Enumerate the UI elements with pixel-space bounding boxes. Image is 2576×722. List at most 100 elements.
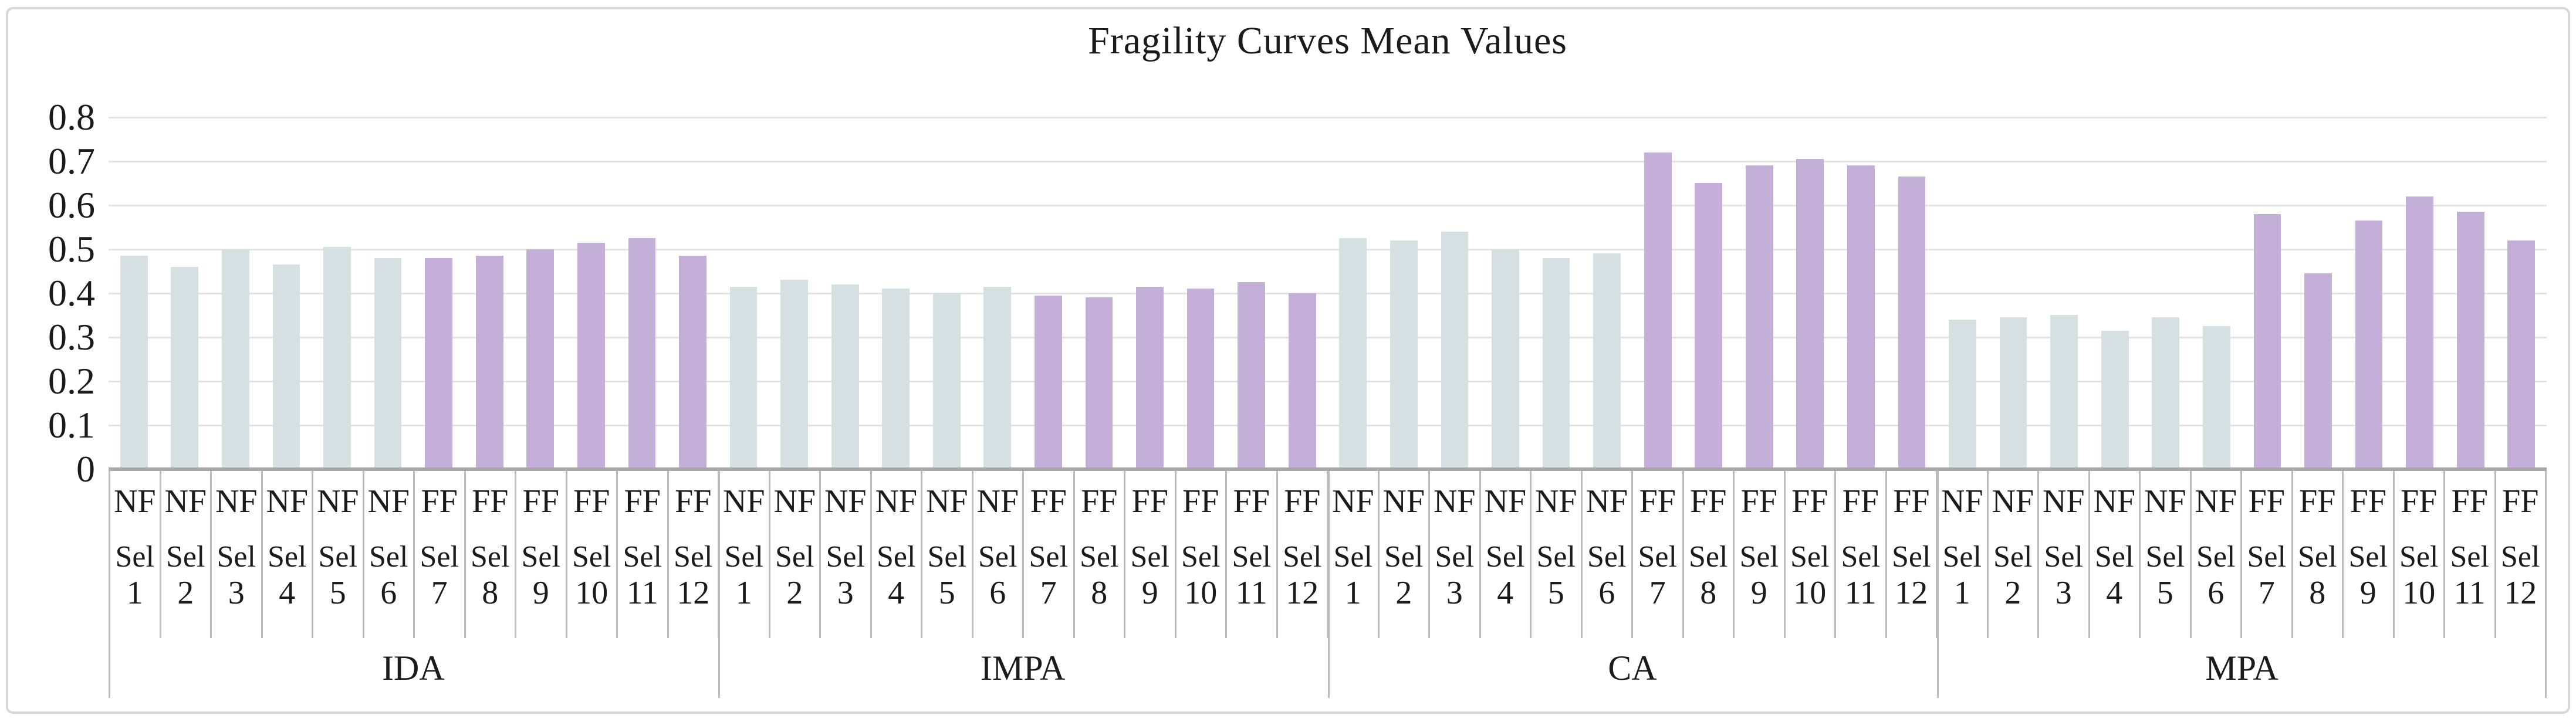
sel-number-label: 3 xyxy=(1446,575,1463,611)
category-cell: NF Sel 3 xyxy=(2039,471,2090,638)
group-boundary-line xyxy=(109,471,110,698)
bar-IMPA-NF-sel-5 xyxy=(932,293,961,469)
bar-IDA-FF-sel-12 xyxy=(679,256,706,469)
field-type-label: FF xyxy=(2451,483,2488,520)
bar-MPA-FF-sel-8 xyxy=(2304,273,2332,469)
sel-label: Sel xyxy=(1587,540,1627,574)
sel-number-label: 4 xyxy=(888,575,905,611)
category-cell: NF Sel 6 xyxy=(2192,471,2242,638)
bar-MPA-NF-sel-3 xyxy=(2050,315,2078,469)
sel-number-label: 6 xyxy=(989,575,1006,611)
sel-label: Sel xyxy=(1435,540,1474,574)
sel-number-label: 8 xyxy=(1700,575,1717,611)
bar-IDA-FF-sel-8 xyxy=(475,256,503,469)
sel-number-label: 9 xyxy=(2359,575,2376,611)
bar-CA-FF-sel-9 xyxy=(1745,165,1773,469)
sel-number-label: 5 xyxy=(2156,575,2173,611)
category-cell: FF Sel 8 xyxy=(1684,471,1735,638)
bar-CA-NF-sel-4 xyxy=(1492,249,1519,469)
sel-label: Sel xyxy=(978,540,1017,574)
sel-number-label: 7 xyxy=(431,575,448,611)
bar-slot xyxy=(261,117,312,469)
field-type-label: NF xyxy=(1586,483,1628,520)
category-cell: FF Sel 9 xyxy=(1125,471,1177,638)
sel-label: Sel xyxy=(1130,540,1169,574)
sel-number-label: 10 xyxy=(1184,575,1218,611)
sel-label: Sel xyxy=(2450,540,2489,574)
y-tick-label: 0.8 xyxy=(48,96,95,138)
sel-label: Sel xyxy=(1283,540,1322,574)
bar-IMPA-FF-sel-11 xyxy=(1238,282,1266,469)
bar-MPA-NF-sel-6 xyxy=(2202,326,2230,469)
bar-slot xyxy=(312,117,363,469)
bar-IDA-NF-sel-2 xyxy=(171,267,199,469)
category-cell: FF Sel 10 xyxy=(2395,471,2445,638)
sel-label: Sel xyxy=(2298,540,2337,574)
group-boundary-line xyxy=(1328,471,1330,698)
sel-number-label: 8 xyxy=(1091,575,1108,611)
sel-label: Sel xyxy=(2044,540,2083,574)
field-type-label: FF xyxy=(1740,483,1777,520)
group-label-IMPA: IMPA xyxy=(980,649,1066,687)
field-type-label: NF xyxy=(1433,483,1476,520)
x-axis-line xyxy=(109,467,2547,471)
bar-slot xyxy=(2344,117,2395,469)
sel-number-label: 11 xyxy=(1844,575,1877,611)
category-cell: FF Sel 11 xyxy=(2445,471,2496,638)
sel-number-label: 12 xyxy=(2504,575,2537,611)
sel-number-label: 1 xyxy=(1953,575,1970,611)
gridline xyxy=(109,293,2547,294)
gridline xyxy=(109,161,2547,162)
sel-label: Sel xyxy=(2196,540,2236,574)
sel-number-label: 12 xyxy=(1286,575,1319,611)
bar-IMPA-FF-sel-9 xyxy=(1136,287,1164,469)
category-cell: FF Sel 11 xyxy=(618,471,669,638)
category-cell: NF Sel 3 xyxy=(821,471,872,638)
field-type-label: FF xyxy=(573,483,610,520)
category-axis: NF Sel 1 NF Sel 2 NF Sel 3 NF Sel 4 NF Sel 5 NF Sel 6 FF Se… xyxy=(109,471,2547,638)
plot-area xyxy=(109,117,2547,469)
field-type-label: NF xyxy=(1382,483,1425,520)
sel-number-label: 3 xyxy=(228,575,245,611)
field-type-label: NF xyxy=(1331,483,1374,520)
field-type-label: NF xyxy=(2195,483,2237,520)
field-type-label: NF xyxy=(1534,483,1577,520)
bar-slot xyxy=(2293,117,2344,469)
field-type-label: NF xyxy=(773,483,816,520)
bar-slot xyxy=(1277,117,1328,469)
field-type-label: NF xyxy=(113,483,156,520)
sel-number-label: 5 xyxy=(1547,575,1564,611)
bar-MPA-FF-sel-9 xyxy=(2355,221,2383,469)
sel-label: Sel xyxy=(521,540,560,574)
bar-slot xyxy=(413,117,464,469)
bar-slot xyxy=(2242,117,2293,469)
field-type-label: FF xyxy=(1030,483,1067,520)
sel-label: Sel xyxy=(2501,540,2540,574)
sel-label: Sel xyxy=(2095,540,2134,574)
bar-slot xyxy=(1226,117,1277,469)
category-cell: NF Sel 2 xyxy=(1989,471,2039,638)
bar-slot xyxy=(109,117,160,469)
category-cell: NF Sel 6 xyxy=(1583,471,1633,638)
gridline xyxy=(109,337,2547,338)
bar-slot xyxy=(1175,117,1226,469)
field-type-label: FF xyxy=(2299,483,2336,520)
category-cell: NF Sel 1 xyxy=(719,471,770,638)
field-type-label: NF xyxy=(1992,483,2034,520)
gridline xyxy=(109,205,2547,206)
sel-number-label: 3 xyxy=(2055,575,2072,611)
sel-label: Sel xyxy=(674,540,713,574)
bar-slot xyxy=(972,117,1023,469)
field-type-label: NF xyxy=(824,483,867,520)
field-type-label: FF xyxy=(1893,483,1930,520)
sel-label: Sel xyxy=(877,540,916,574)
bar-slot xyxy=(1124,117,1175,469)
bar-IMPA-FF-sel-10 xyxy=(1186,289,1215,469)
bar-slot xyxy=(1683,117,1734,469)
gridline xyxy=(109,381,2547,382)
sel-label: Sel xyxy=(1333,540,1372,574)
bar-slot xyxy=(2141,117,2192,469)
sel-label: Sel xyxy=(318,540,357,574)
category-cell: FF Sel 12 xyxy=(2496,471,2547,638)
